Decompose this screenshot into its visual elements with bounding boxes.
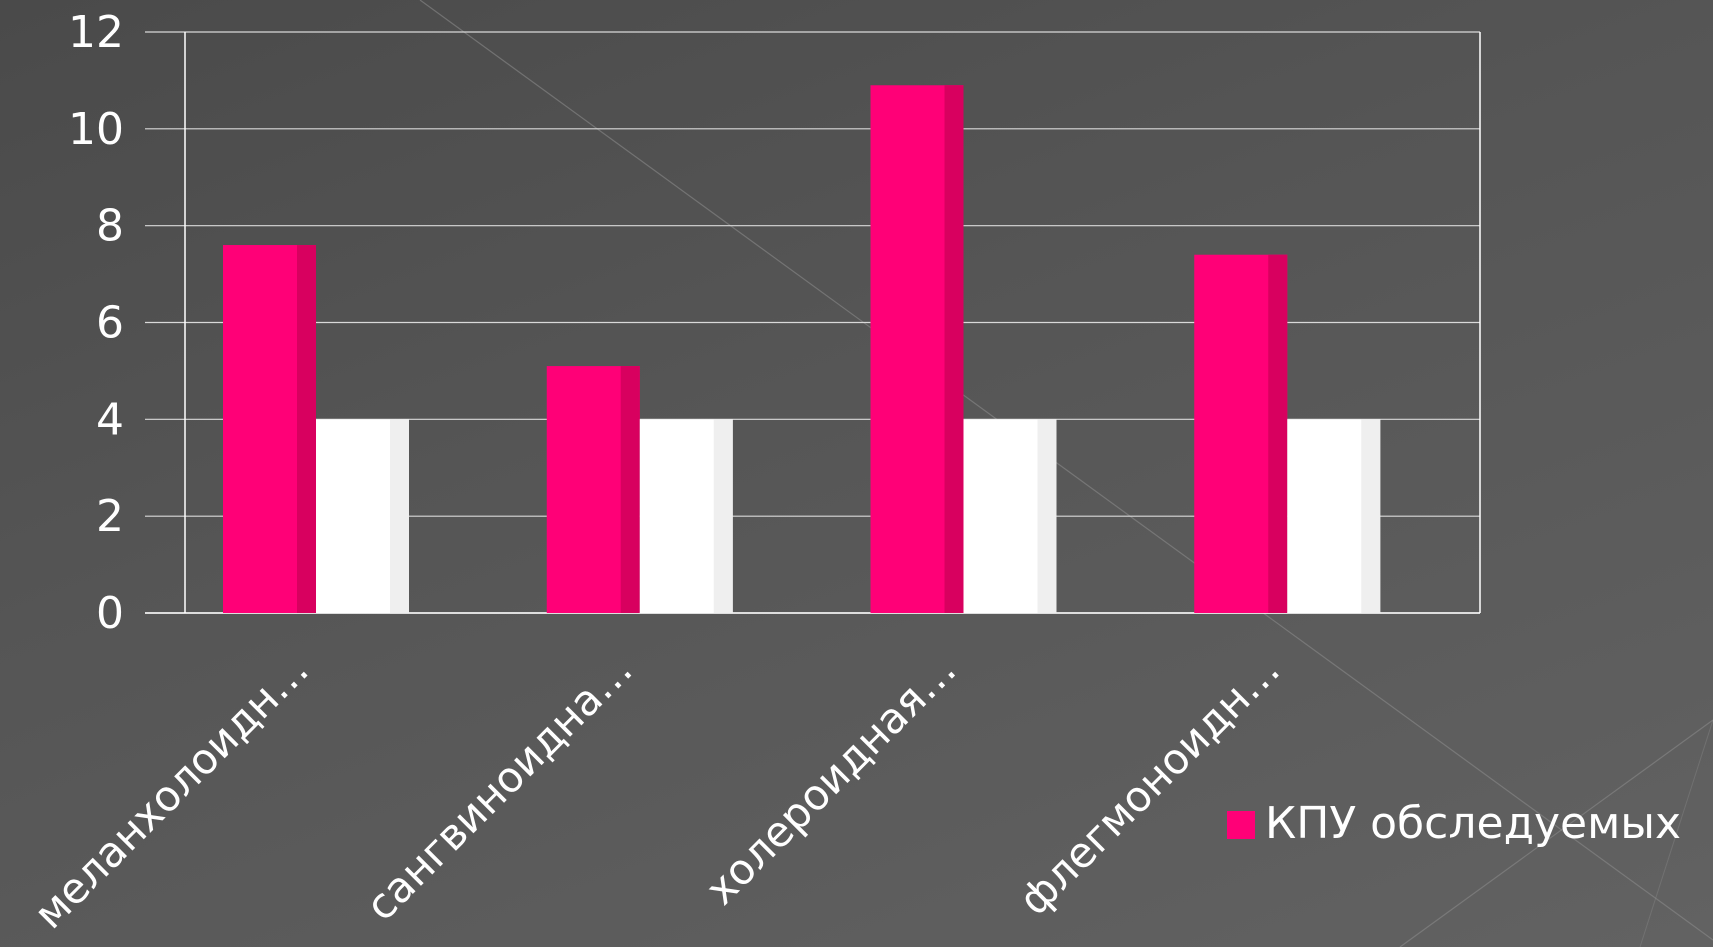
bar-side-shade xyxy=(713,419,733,613)
x-category-label: сангвиноидна… xyxy=(356,644,642,930)
bar-side-shade xyxy=(1361,419,1381,613)
bar-side-shade xyxy=(297,245,316,614)
y-tick-label: 12 xyxy=(68,7,124,58)
x-category-label: меланхолоидн… xyxy=(24,644,318,938)
legend-label: КПУ обследуемых xyxy=(1265,798,1681,849)
y-tick-label: 0 xyxy=(96,588,124,639)
y-tick-label: 6 xyxy=(96,298,124,349)
x-category-label: флегмоноидн… xyxy=(1009,644,1289,924)
bar-side-shade xyxy=(390,419,409,613)
axes: 0 2 4 6 8 10 12 xyxy=(68,7,1481,639)
y-tick-label: 8 xyxy=(96,201,124,252)
bar-side-shade xyxy=(1268,254,1288,613)
y-tick-label: 2 xyxy=(96,491,124,542)
bar-side-shade xyxy=(620,366,640,613)
legend-swatch xyxy=(1227,811,1255,839)
y-tick-label: 4 xyxy=(96,394,124,445)
bar-side-shade xyxy=(1037,419,1057,613)
legend: КПУ обследуемых xyxy=(1227,798,1681,849)
y-tick-label: 10 xyxy=(68,104,124,155)
category-labels: меланхолоидн… сангвиноидна… холероидная… фл… xyxy=(24,644,1289,938)
background-decoration xyxy=(419,0,1713,947)
x-category-label: холероидная… xyxy=(696,644,966,914)
bars xyxy=(223,85,1381,614)
bar-side-shade xyxy=(944,85,964,614)
